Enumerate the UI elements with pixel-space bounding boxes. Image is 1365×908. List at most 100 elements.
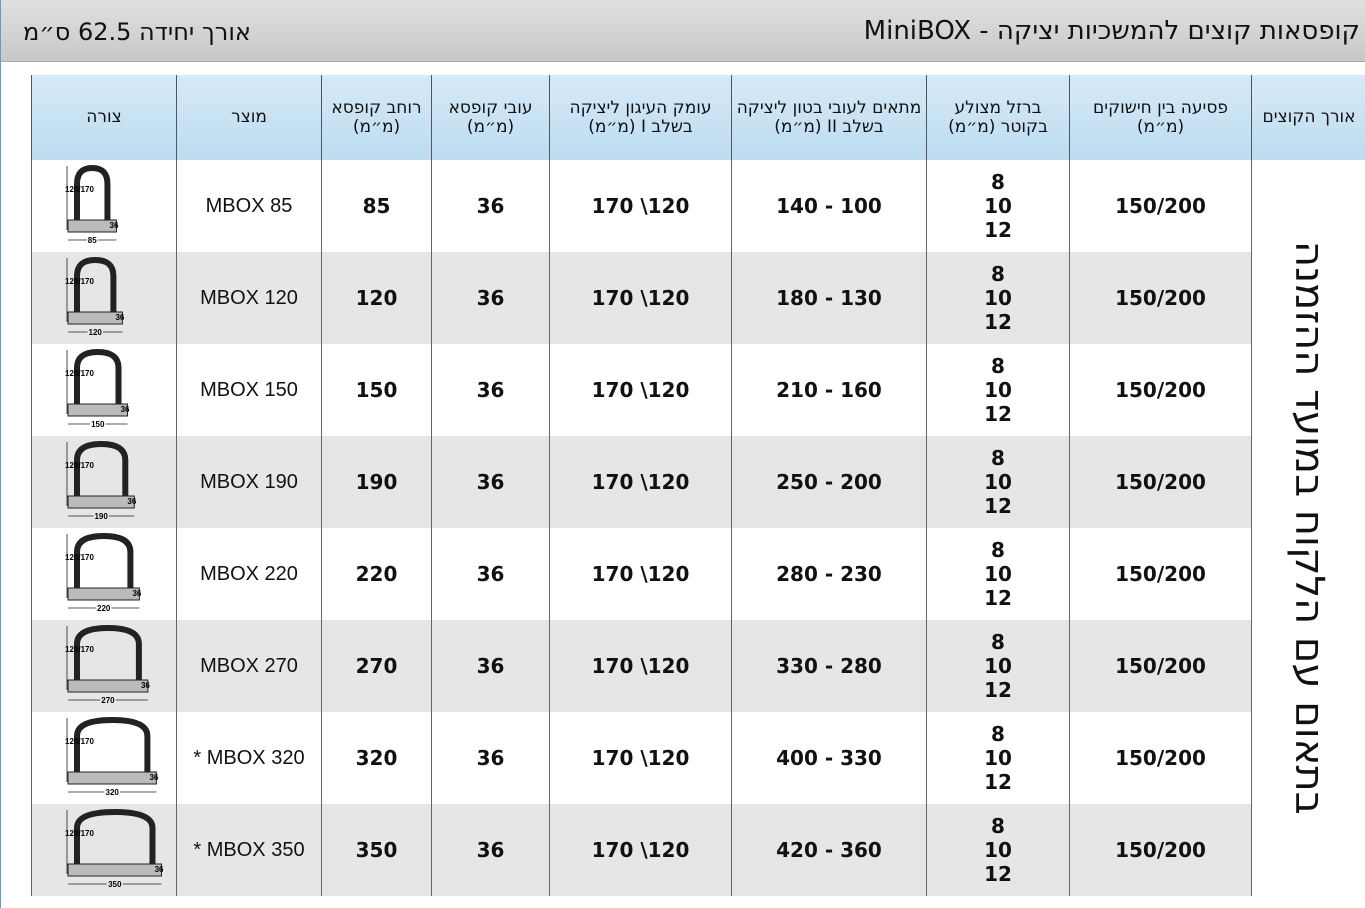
column-header: פסיעה בין חישוקים (מ״מ) (1069, 75, 1252, 160)
table-row: 150/200 8 10 12 250 - 200 170 \120 36 190 MBOX 1… (31, 436, 1365, 528)
box-thickness: 36 (431, 620, 550, 712)
shape-width: 190 (94, 512, 108, 521)
box-width: 320 (321, 712, 432, 804)
concrete-thickness: 420 - 360 (731, 804, 927, 896)
box-base (67, 863, 162, 876)
box-width: 270 (321, 620, 432, 712)
rebar-loop (74, 624, 142, 680)
box-thickness: 36 (431, 804, 550, 896)
rebar-diameter: 10 (984, 286, 1012, 310)
shape-height: 120/170 (65, 737, 94, 746)
spacing: 150/200 (1069, 804, 1252, 896)
concrete-thickness: 140 - 100 (731, 160, 927, 252)
table-row: 150/200 8 10 12 400 - 330 170 \120 36 320 * MBOX… (31, 712, 1365, 804)
column-header: ברזל מצולע בקוטר (מ״מ) (926, 75, 1070, 160)
spacing: 150/200 (1069, 252, 1252, 344)
shape-width: 270 (101, 696, 115, 705)
column-header: מתאים לעובי בטון ליציקה בשלב II (מ״מ) (731, 75, 927, 160)
spacing: 150/200 (1069, 436, 1252, 528)
rebar-diameter: 8 (991, 722, 1005, 746)
rebar-diameter: 8 (991, 354, 1005, 378)
box-base (67, 311, 123, 324)
column-header: עובי קופסא (מ״מ) (431, 75, 550, 160)
rebar-diameters: 8 10 12 (926, 344, 1070, 436)
box-base (67, 495, 135, 508)
shape-height: 120/170 (65, 461, 94, 470)
table-row: 150/200 8 10 12 210 - 160 170 \120 36 150 MBOX 1… (31, 344, 1365, 436)
concrete-thickness: 250 - 200 (731, 436, 927, 528)
box-width: 120 (321, 252, 432, 344)
box-thickness: 36 (431, 528, 550, 620)
product: * MBOX 350 (176, 804, 322, 896)
shape-height: 120/170 (65, 369, 94, 378)
shape-thickness: 36 (141, 681, 150, 690)
column-header: צורה (31, 75, 177, 160)
header-row: אורך הקוצים פסיעה בין חישוקים (מ״מ) ברזל מ… (31, 75, 1365, 160)
shape-thickness: 36 (149, 773, 158, 782)
rebar-diameter: 10 (984, 654, 1012, 678)
anchor-depth: 170 \120 (549, 804, 732, 896)
shape-width: 220 (97, 604, 111, 613)
shape-height: 120/170 (65, 277, 94, 286)
shape-drawing: 120/170 36 85 (65, 164, 119, 246)
rebar-length-cell: בתאום עם הלקוח במועד ההזמנה (1251, 160, 1365, 896)
box-width: 220 (321, 528, 432, 620)
unit-length: אורך יחידה 62.5 ס״מ (23, 18, 251, 46)
rebar-diameters: 8 10 12 (926, 804, 1070, 896)
box-thickness: 36 (431, 344, 550, 436)
concrete-thickness: 180 - 130 (731, 252, 927, 344)
rebar-diameters: 8 10 12 (926, 620, 1070, 712)
shape-thickness: 36 (127, 497, 136, 506)
shape-thickness: 36 (121, 405, 130, 414)
product: MBOX 220 (176, 528, 322, 620)
box-thickness: 36 (431, 252, 550, 344)
rebar-diameters: 8 10 12 (926, 252, 1070, 344)
product: MBOX 150 (176, 344, 322, 436)
concrete-thickness: 330 - 280 (731, 620, 927, 712)
shape-drawing: 120/170 36 150 (65, 348, 130, 430)
rebar-diameter: 12 (984, 678, 1012, 702)
table-row: 150/200 8 10 12 280 - 230 170 \120 36 220 MBOX 2… (31, 528, 1365, 620)
title: קופסאות קוצים להמשכיות יציקה - MiniBOX (863, 16, 1360, 46)
box-base (67, 219, 117, 232)
concrete-thickness: 210 - 160 (731, 344, 927, 436)
rebar-diameter: 10 (984, 470, 1012, 494)
product: MBOX 85 (176, 160, 322, 252)
shape-drawing: 120/170 36 190 (65, 440, 137, 522)
rebar-diameter: 10 (984, 194, 1012, 218)
concrete-thickness: 280 - 230 (731, 528, 927, 620)
spacing: 150/200 (1069, 620, 1252, 712)
shape-thickness: 36 (132, 589, 141, 598)
shape-drawing: 120/170 36 270 (65, 624, 150, 706)
anchor-depth: 170 \120 (549, 712, 732, 804)
shape-cell: 120/170 36 270 (31, 620, 177, 712)
anchor-depth: 170 \120 (549, 252, 732, 344)
rebar-loop (74, 348, 122, 404)
rebar-diameter: 8 (991, 262, 1005, 286)
shape-drawing: 120/170 36 220 (65, 532, 142, 614)
shape-cell: 120/170 36 220 (31, 528, 177, 620)
box-thickness: 36 (431, 160, 550, 252)
rebar-diameter: 12 (984, 494, 1012, 518)
shape-width: 150 (91, 420, 105, 429)
rebar-diameter: 10 (984, 838, 1012, 862)
box-base (67, 403, 128, 416)
concrete-thickness: 400 - 330 (731, 712, 927, 804)
rebar-diameter: 12 (984, 402, 1012, 426)
rebar-loop (74, 256, 117, 312)
box-base (67, 587, 140, 600)
rebar-length-note: בתאום עם הלקוח במועד ההזמנה (1286, 241, 1332, 815)
rebar-loop (74, 716, 151, 772)
rebar-diameter: 8 (991, 446, 1005, 470)
shape-thickness: 36 (110, 221, 119, 230)
table-row: 150/200 8 10 12 330 - 280 170 \120 36 270 MBOX 2… (31, 620, 1365, 712)
rebar-diameter: 8 (991, 170, 1005, 194)
rebar-diameters: 8 10 12 (926, 160, 1070, 252)
box-width: 190 (321, 436, 432, 528)
product: MBOX 270 (176, 620, 322, 712)
box-width: 85 (321, 160, 432, 252)
table-row: בתאום עם הלקוח במועד ההזמנה 150/200 8 10 12 1… (31, 160, 1365, 896)
shape-width: 350 (108, 880, 122, 889)
rebar-loop (74, 808, 156, 864)
product: * MBOX 320 (176, 712, 322, 804)
